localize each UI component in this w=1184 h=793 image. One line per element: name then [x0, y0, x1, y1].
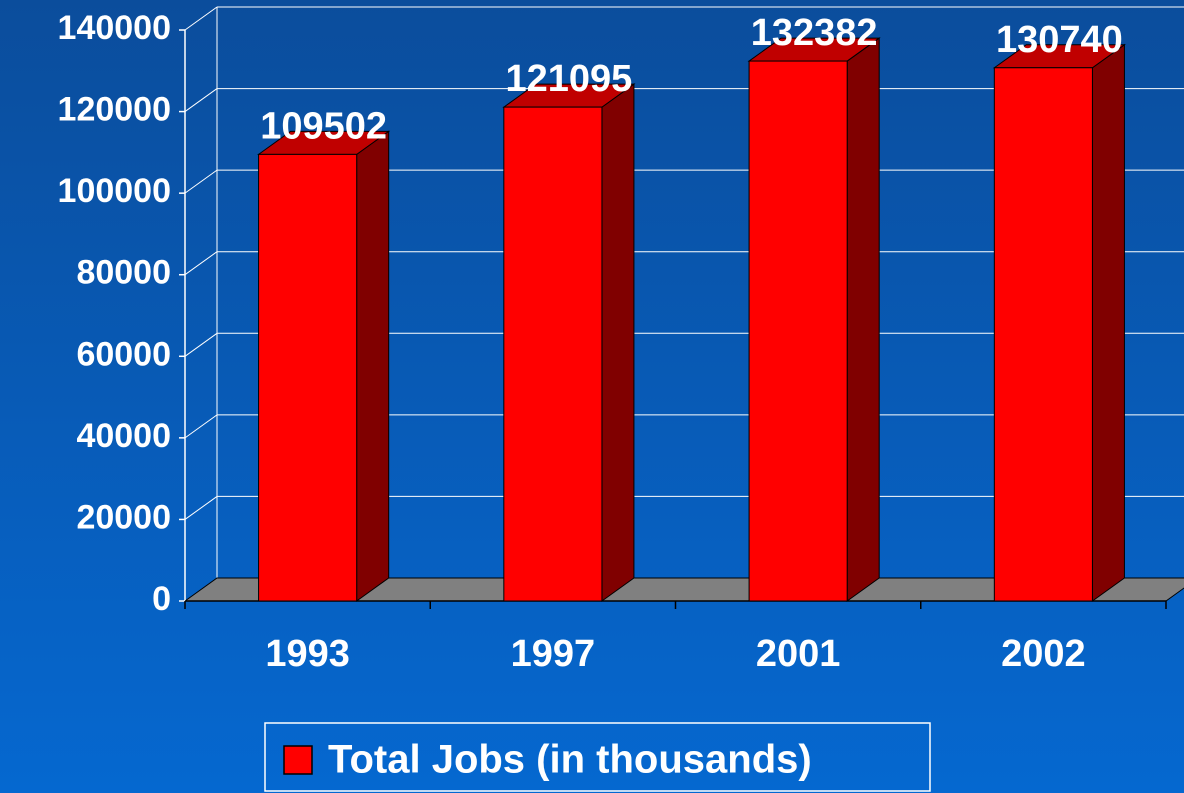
- data-label: 121095: [505, 58, 632, 100]
- y-tick-label: 80000: [76, 254, 171, 292]
- grid-line: [184, 88, 218, 112]
- y-tick-label: 20000: [76, 498, 171, 536]
- y-tick-label: 120000: [58, 91, 171, 129]
- bar-side: [846, 37, 880, 602]
- data-label: 109502: [260, 105, 387, 147]
- x-tick-label: 2002: [1001, 633, 1086, 675]
- data-label: 132382: [751, 12, 878, 54]
- y-tick-label: 140000: [58, 9, 171, 47]
- legend-label: Total Jobs (in thousands): [328, 738, 812, 782]
- grid-line: [184, 496, 218, 520]
- grid-line: [184, 6, 218, 31]
- x-tick-label: 1997: [511, 633, 596, 675]
- grid-line: [184, 251, 218, 276]
- legend-swatch: [283, 745, 313, 775]
- grid-line: [184, 169, 218, 194]
- y-tick-label: 40000: [76, 417, 171, 455]
- grid-line: [184, 332, 218, 357]
- bar: [258, 153, 358, 602]
- bar: [748, 60, 848, 602]
- y-tick-label: 0: [152, 580, 171, 618]
- bar-side: [356, 130, 390, 602]
- bar: [993, 67, 1093, 602]
- y-tick-label: 60000: [76, 335, 171, 373]
- bar-side: [1091, 43, 1125, 602]
- data-label: 130740: [996, 19, 1123, 61]
- grid-line: [184, 414, 218, 439]
- bar-side: [601, 83, 635, 602]
- x-tick-label: 2001: [756, 633, 841, 675]
- legend-box: [264, 722, 931, 792]
- y-tick-label: 100000: [58, 172, 171, 210]
- bar: [503, 106, 603, 602]
- x-tick-label: 1993: [265, 633, 350, 675]
